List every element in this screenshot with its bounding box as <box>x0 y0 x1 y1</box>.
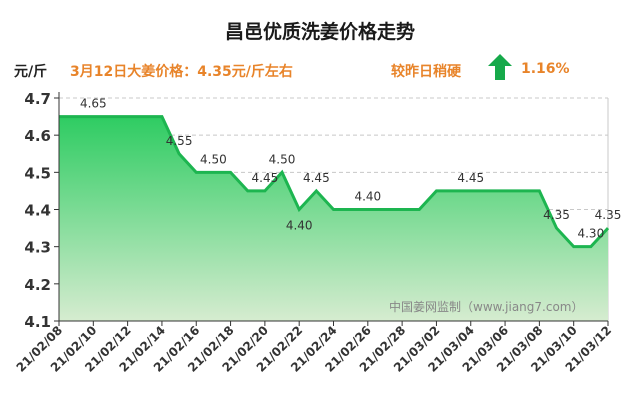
y-tick-label: 4.2 <box>24 276 51 294</box>
data-label: 4.50 <box>200 152 227 166</box>
x-tick-labels: 21/02/0821/02/1021/02/1221/02/1421/02/16… <box>14 323 615 375</box>
trend-label: 较昨日稍硬 <box>391 64 461 80</box>
axes <box>54 92 609 326</box>
data-label: 4.35 <box>595 208 622 222</box>
data-label: 4.30 <box>577 227 604 241</box>
y-tick-label: 4.6 <box>24 127 51 145</box>
unit-label: 元/斤 <box>14 64 48 80</box>
data-label: 4.45 <box>303 171 330 185</box>
price-area <box>59 116 608 321</box>
data-label: 4.45 <box>457 171 484 185</box>
watermark: 中国姜网监制（www.jiang7.com） <box>389 299 583 314</box>
data-labels: 4.65 4.55 4.50 4.45 4.50 4.40 4.45 4.40 4.45 4.35… <box>80 97 621 241</box>
price-note: 3月12日大姜价格：4.35元/斤左右 <box>70 64 293 80</box>
data-label: 4.40 <box>354 190 381 204</box>
data-label: 4.35 <box>543 208 570 222</box>
data-label: 4.55 <box>166 134 193 148</box>
price-line <box>59 115 610 249</box>
chart-title: 昌邑优质洗姜价格走势 <box>224 21 415 43</box>
up-arrow-icon <box>488 54 512 80</box>
data-label: 4.40 <box>286 219 313 233</box>
data-label: 4.45 <box>252 171 279 185</box>
y-tick-label: 4.1 <box>24 313 51 331</box>
trend-percent: 1.16% <box>521 61 570 77</box>
y-tick-label: 4.5 <box>24 164 51 182</box>
y-tick-label: 4.7 <box>24 90 51 108</box>
data-label: 4.65 <box>80 97 107 111</box>
y-tick-labels: 4.1 4.2 4.3 4.4 4.5 4.6 4.7 <box>24 90 51 331</box>
data-label: 4.50 <box>269 152 296 166</box>
y-tick-label: 4.4 <box>24 202 51 220</box>
y-tick-label: 4.3 <box>24 239 51 257</box>
